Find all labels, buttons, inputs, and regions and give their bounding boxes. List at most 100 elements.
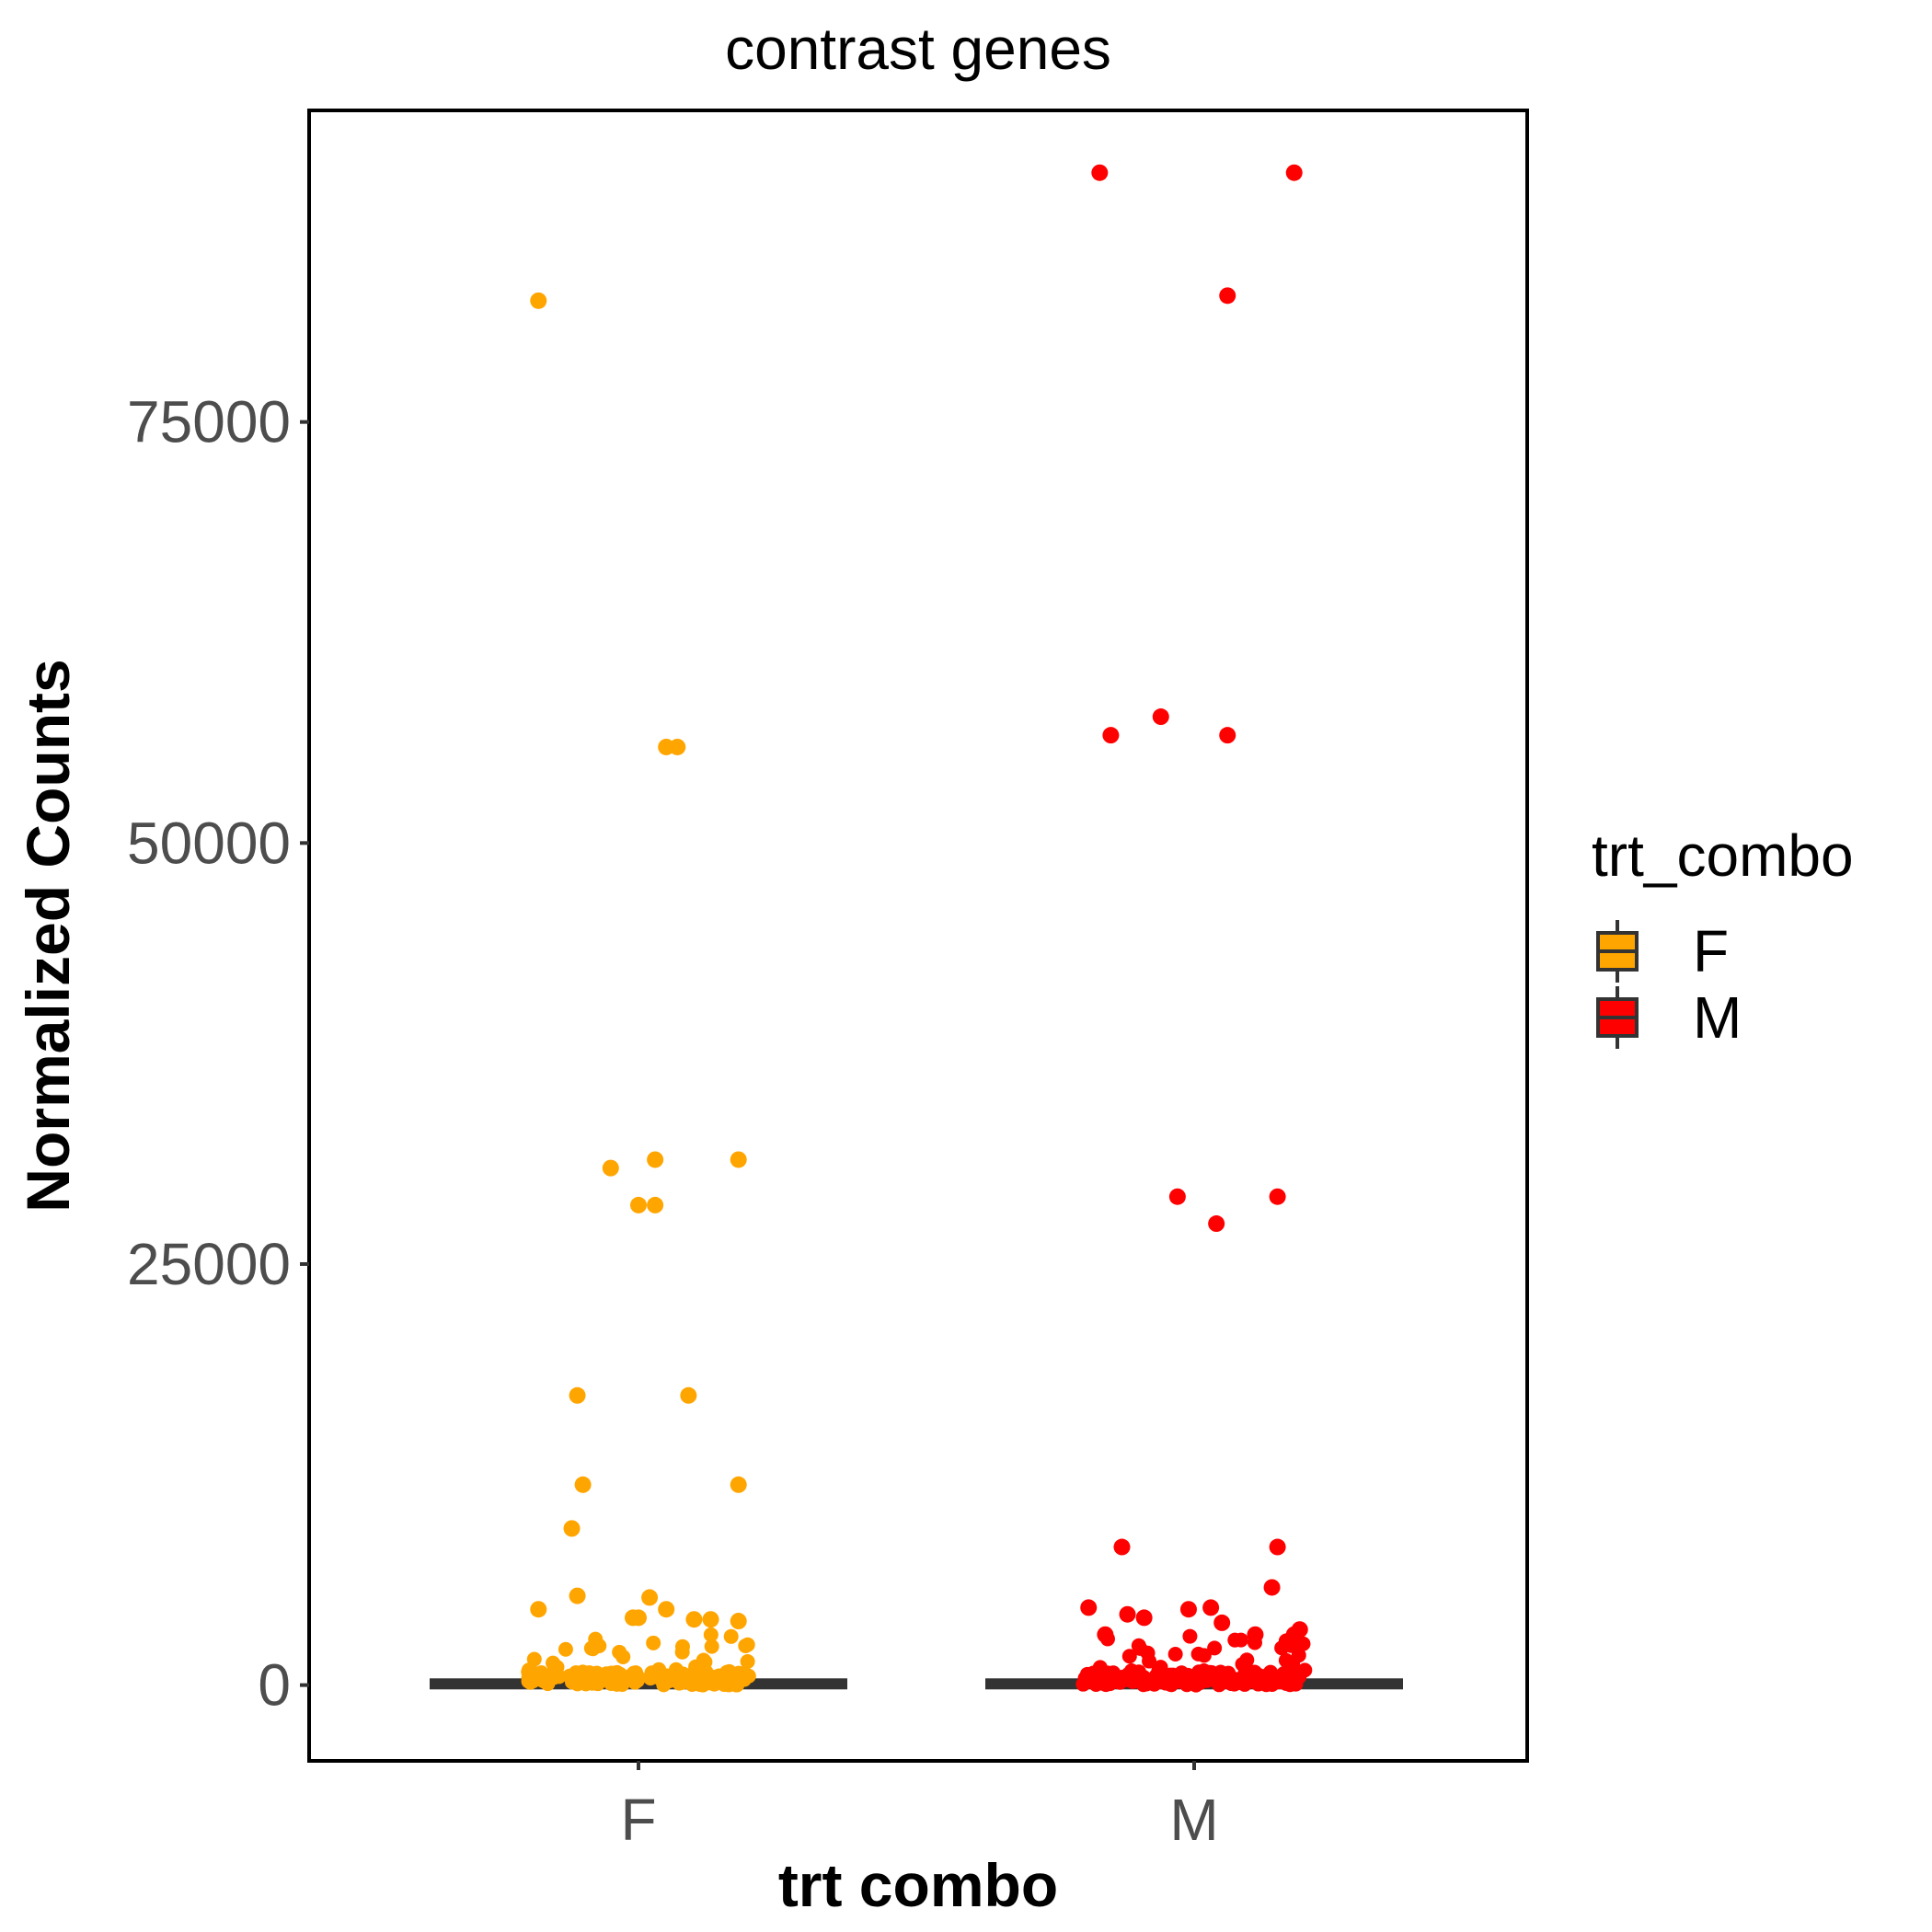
data-point-M (1196, 1648, 1212, 1663)
data-point-M (1285, 1655, 1301, 1671)
data-point-F (569, 1587, 586, 1604)
legend-entry-M: M (1596, 984, 1742, 1051)
data-point-M (1219, 727, 1236, 744)
data-point-F (615, 1649, 631, 1664)
data-point-F (737, 1665, 753, 1681)
data-point-M (1269, 1538, 1286, 1556)
data-point-F (669, 738, 686, 755)
data-point-F (530, 1601, 547, 1618)
data-point-F (730, 1613, 747, 1630)
data-point-F (702, 1611, 719, 1628)
data-point-F (551, 1669, 567, 1685)
data-point-F (740, 1653, 755, 1669)
data-point-F (703, 1627, 719, 1642)
data-point-F (719, 1664, 735, 1680)
x-tick-label: M (1169, 1787, 1218, 1853)
data-point-M (1213, 1614, 1231, 1631)
data-point-F (647, 1196, 664, 1213)
data-point-M (1091, 164, 1109, 181)
data-point-M (1142, 1653, 1157, 1669)
data-point-F (588, 1631, 604, 1647)
y-tick-label: 0 (258, 1652, 291, 1719)
plot-panel (307, 109, 1529, 1763)
data-point-M (1247, 1626, 1264, 1643)
data-point-F (526, 1651, 542, 1667)
y-axis: 0 25000 50000 75000 (127, 389, 309, 1719)
data-point-F (613, 1673, 628, 1689)
legend-label: M (1693, 984, 1742, 1051)
x-axis-title: trt combo (778, 1851, 1058, 1919)
data-point-M (1152, 708, 1169, 726)
data-point-F (647, 1151, 664, 1168)
data-point-M (1207, 1640, 1223, 1656)
data-point-M (1139, 1676, 1155, 1692)
data-point-M (1250, 1676, 1266, 1692)
data-point-F (729, 1677, 744, 1693)
data-point-F (700, 1668, 716, 1684)
data-point-F (730, 1476, 747, 1493)
data-point-F (646, 1635, 661, 1650)
data-point-M (1075, 1676, 1091, 1692)
data-point-M (1224, 1676, 1239, 1692)
legend: trt_combo FM (1592, 822, 1854, 1051)
data-point-M (1135, 1609, 1153, 1627)
data-point-M (1181, 1674, 1197, 1690)
data-point-M (1179, 1601, 1197, 1618)
data-point-M (1125, 1669, 1141, 1685)
data-point-F (658, 1601, 675, 1618)
data-point-F (589, 1674, 604, 1690)
data-point-M (1167, 1647, 1183, 1662)
data-point-F (574, 1476, 592, 1493)
data-point-M (1285, 1626, 1303, 1643)
data-point-M (1233, 1632, 1248, 1648)
data-point-M (1239, 1652, 1255, 1668)
data-point-F (661, 1670, 676, 1685)
data-point-M (1196, 1662, 1212, 1678)
data-point-F (530, 292, 547, 309)
data-point-M (1182, 1628, 1198, 1644)
data-point-M (1208, 1215, 1225, 1233)
data-point-F (697, 1654, 713, 1670)
data-point-M (1285, 164, 1303, 181)
chart-title: contrast genes (725, 16, 1111, 82)
y-tick-label: 75000 (127, 389, 291, 455)
data-point-M (1131, 1638, 1146, 1653)
data-point-M (1119, 1605, 1136, 1623)
data-point-F (738, 1638, 753, 1653)
data-point-M (1096, 1666, 1111, 1682)
data-point-F (624, 1609, 641, 1627)
data-point-F (723, 1628, 739, 1644)
data-point-M (1158, 1675, 1174, 1691)
data-point-F (730, 1151, 747, 1168)
data-point-M (1219, 287, 1236, 305)
y-tick-label: 25000 (127, 1231, 291, 1297)
y-tick-label: 50000 (127, 810, 291, 876)
jitter-points (521, 164, 1313, 1693)
data-point-F (563, 1520, 581, 1537)
data-point-F (641, 1589, 659, 1606)
data-point-M (1102, 727, 1120, 744)
data-point-F (626, 1668, 641, 1684)
data-point-F (565, 1668, 581, 1684)
data-point-F (602, 1159, 619, 1177)
data-point-F (569, 1386, 586, 1404)
legend-entry-F: F (1596, 918, 1729, 984)
x-tick-label: F (620, 1787, 656, 1853)
data-point-F (685, 1611, 703, 1628)
data-point-M (1097, 1626, 1114, 1643)
data-point-F (558, 1641, 573, 1657)
data-point-F (525, 1673, 541, 1689)
data-point-M (1266, 1669, 1282, 1685)
data-point-M (1080, 1599, 1098, 1616)
data-point-F (674, 1639, 690, 1654)
data-point-M (1113, 1538, 1131, 1556)
data-point-M (1269, 1188, 1286, 1205)
legend-title: trt_combo (1592, 822, 1854, 889)
data-point-F (630, 1196, 647, 1213)
data-point-F (704, 1639, 719, 1654)
data-point-M (1202, 1599, 1220, 1616)
data-point-M (1121, 1649, 1137, 1664)
data-point-M (1168, 1188, 1186, 1205)
